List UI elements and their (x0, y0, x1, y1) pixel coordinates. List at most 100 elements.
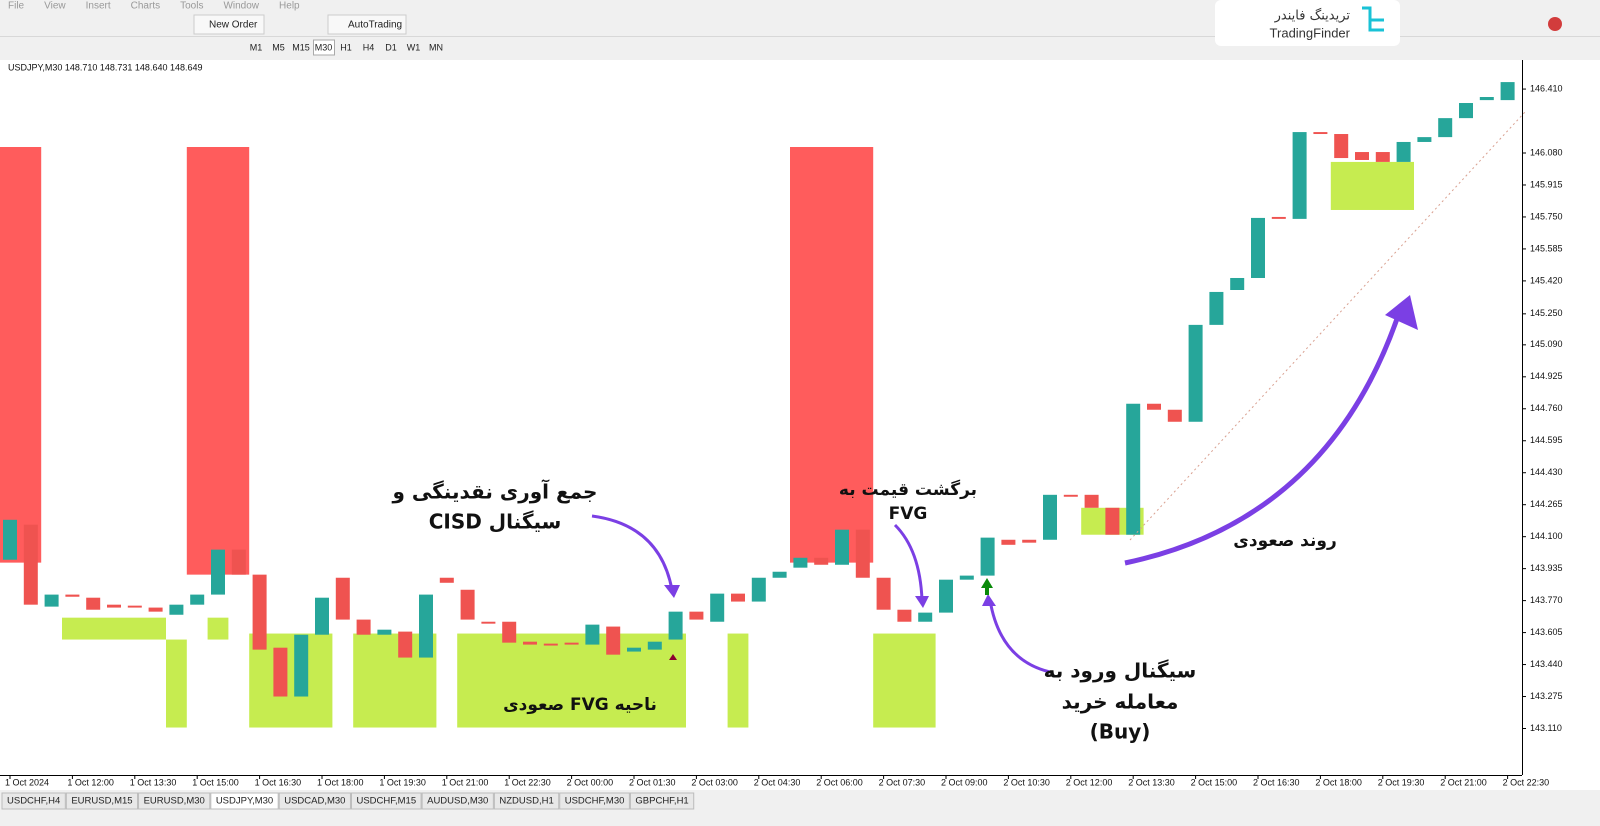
logo-latin: TradingFinder (1270, 25, 1351, 40)
menu-item[interactable]: Tools (180, 1, 203, 12)
x-tick-label: 1 Oct 19:30 (379, 777, 426, 787)
candle-body (959, 575, 974, 580)
candle-body (294, 634, 309, 697)
candle-body (1334, 134, 1349, 159)
candle-body (377, 629, 392, 635)
chart-tab[interactable] (629, 792, 695, 810)
timeframe-button[interactable]: MN (429, 42, 443, 52)
annotation: ناحیه FVG صعودی (503, 695, 657, 715)
chart-tab[interactable] (493, 792, 560, 810)
chart-tab[interactable] (65, 792, 139, 810)
candle-body (585, 624, 600, 645)
chart-tab[interactable] (421, 792, 494, 810)
candle-body (876, 577, 891, 610)
candle-body (1313, 132, 1328, 135)
new-order-label: New Order (209, 20, 258, 31)
zone (1330, 161, 1414, 210)
alert-badge[interactable] (1548, 17, 1562, 31)
logo-icon (1362, 6, 1384, 32)
timeframe-button[interactable]: M5 (272, 42, 285, 52)
timeframe-button[interactable]: M30 (315, 42, 333, 52)
x-tick-label: 2 Oct 15:00 (1191, 777, 1238, 787)
candle-body (3, 519, 17, 560)
candle-body (939, 579, 953, 613)
zone (207, 617, 229, 640)
candle-body (335, 577, 350, 620)
menu-item[interactable]: Help (279, 1, 300, 12)
timeframe-button[interactable]: M1 (250, 42, 263, 52)
x-tick-label: 1 Oct 22:30 (504, 777, 551, 787)
y-tick-label: 144.760 (1530, 403, 1563, 413)
x-tick-label: 1 Oct 18:00 (317, 777, 364, 787)
annotation: روند صعودی (1233, 531, 1336, 551)
autotrading-button[interactable] (327, 14, 407, 35)
candle-body (86, 597, 101, 610)
candle-body (231, 549, 246, 575)
candle-body (273, 647, 288, 697)
cisd-signal-arrow (669, 654, 677, 660)
candle-body (502, 621, 517, 643)
y-tick-label: 143.440 (1530, 659, 1563, 669)
timeframe-button[interactable]: D1 (385, 42, 397, 52)
chart-tab-label: EURUSD,M30 (144, 796, 205, 807)
candle-body (1084, 494, 1099, 508)
timeframe-button[interactable]: H4 (363, 42, 375, 52)
candle-body (356, 619, 371, 635)
candle-body (1167, 409, 1182, 422)
candle-body (751, 577, 766, 602)
candle-body (252, 574, 267, 650)
menu-item[interactable]: Window (223, 1, 259, 12)
menu-item[interactable]: Insert (86, 1, 111, 12)
timeframe-active (313, 39, 335, 56)
annotation: سیگنال CISD (429, 510, 562, 534)
candle-body (1355, 152, 1369, 160)
chart-tab-label: EURUSD,M15 (71, 796, 132, 807)
chart-tab-label: GBPCHF,H1 (635, 796, 688, 807)
chart-tab[interactable] (559, 792, 630, 810)
menu-item[interactable]: View (44, 1, 66, 12)
candle-body (523, 641, 537, 645)
timeframe-button[interactable]: M15 (292, 42, 310, 52)
candle-body (211, 549, 225, 595)
y-tick-label: 143.275 (1530, 691, 1563, 701)
zone (166, 639, 187, 728)
zone (873, 633, 936, 728)
menu-item[interactable]: File (8, 1, 25, 12)
candle-body (1105, 507, 1120, 535)
menu-item[interactable]: Charts (131, 1, 160, 12)
timeframe-button[interactable]: W1 (407, 42, 421, 52)
chart-tab[interactable] (350, 792, 422, 810)
x-tick-label: 1 Oct 12:00 (67, 777, 114, 787)
candle-body (1271, 216, 1286, 219)
candle-body (169, 604, 184, 615)
chart-tab[interactable] (138, 792, 211, 810)
candle-body (710, 593, 725, 622)
candle-body (855, 529, 870, 578)
chart-tab[interactable] (1, 792, 66, 810)
zone (790, 147, 874, 563)
x-tick-label: 2 Oct 01:30 (629, 777, 676, 787)
y-tick-label: 146.410 (1530, 83, 1563, 93)
x-tick-label: 2 Oct 09:00 (941, 777, 988, 787)
timeframe-button[interactable]: H1 (340, 42, 352, 52)
chart-tab[interactable] (278, 792, 351, 810)
x-tick-label: 2 Oct 06:00 (816, 777, 863, 787)
new-order-button[interactable] (193, 14, 265, 35)
zone (186, 147, 250, 575)
y-tick-label: 145.090 (1530, 339, 1563, 349)
chart-tab[interactable] (210, 792, 279, 810)
candle-body (1001, 539, 1016, 545)
candle-body (1126, 403, 1141, 535)
candle-body (1188, 324, 1203, 422)
x-tick-label: 2 Oct 18:00 (1315, 777, 1362, 787)
chart-tab-label: NZDUSD,H1 (499, 796, 553, 807)
x-tick-label: 1 Oct 16:30 (255, 777, 302, 787)
candle-body (1438, 118, 1453, 138)
annotation: برگشت قیمت به (839, 479, 977, 500)
buy-signal-arrow (981, 578, 993, 595)
x-tick-label: 2 Oct 21:00 (1440, 777, 1487, 787)
candle-body (107, 604, 121, 608)
x-tick-label: 2 Oct 03:00 (691, 777, 738, 787)
zone (727, 633, 749, 728)
x-tick-label: 2 Oct 13:30 (1128, 777, 1175, 787)
